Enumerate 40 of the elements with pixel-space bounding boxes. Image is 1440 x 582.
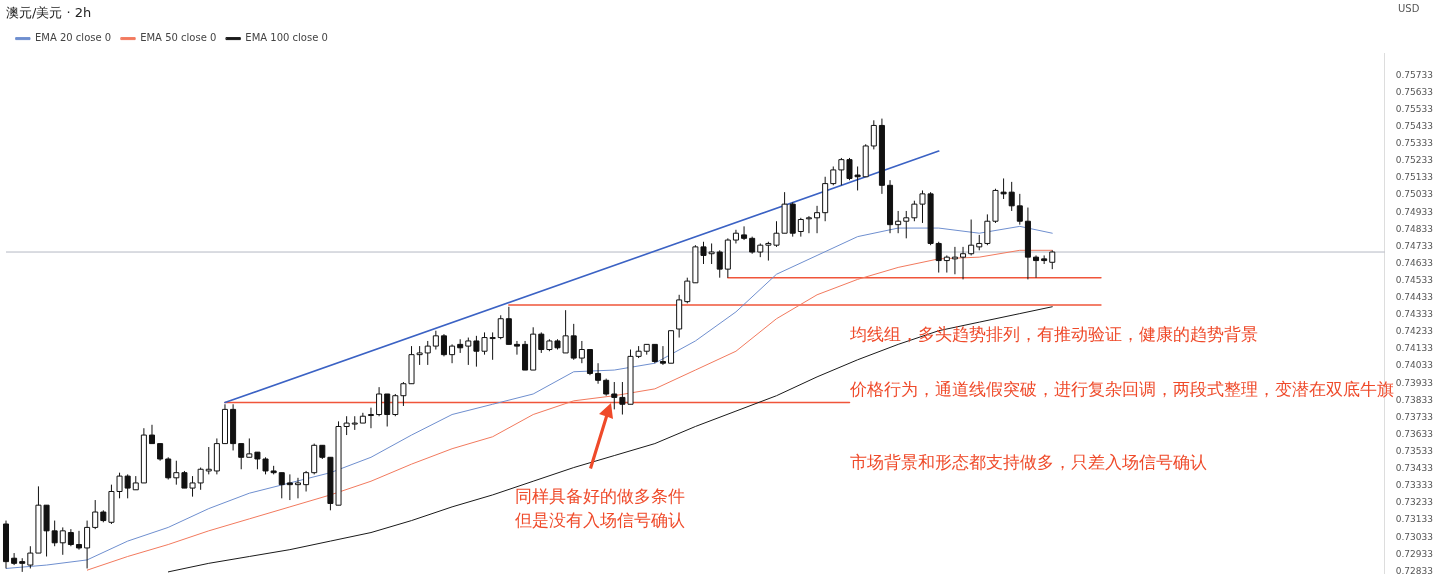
y-tick-label: 0.75533	[1395, 103, 1433, 114]
text: USD	[1398, 2, 1420, 16]
legend-label: EMA 100 close 0	[245, 32, 328, 44]
y-tick-label: 0.75733	[1395, 69, 1433, 80]
y-tick-label: 0.74433	[1395, 292, 1433, 303]
y-tick-label: 0.74333	[1395, 309, 1433, 320]
candlestick	[668, 330, 675, 364]
y-tick-label: 0.73233	[1395, 497, 1433, 508]
y-tick-label: 0.73033	[1395, 531, 1433, 542]
y-tick-label: 0.75133	[1395, 172, 1433, 183]
legend-label: EMA 20 close 0	[35, 32, 112, 44]
y-tick-label: 0.75333	[1395, 138, 1433, 149]
y-tick-label: 0.73633	[1395, 428, 1433, 439]
y-tick-label: 0.75033	[1395, 189, 1433, 200]
y-tick-label: 0.72833	[1395, 565, 1433, 576]
y-tick-label: 0.75433	[1395, 120, 1433, 131]
y-tick-label: 0.73833	[1395, 394, 1433, 405]
y-tick-label: 0.73733	[1395, 411, 1433, 422]
legend-label: EMA 50 close 0	[140, 32, 217, 44]
annotation: 但是没有入场信号确认	[514, 509, 686, 532]
y-tick-label: 0.74133	[1395, 343, 1433, 354]
chart-title: 澳元/美元 · 2h	[6, 5, 92, 21]
y-tick-label: 0.74833	[1395, 223, 1433, 234]
y-tick-label: 0.73433	[1395, 463, 1433, 474]
y-tick-label: 0.75633	[1395, 86, 1433, 97]
annotation: 价格行为，通道线假突破，进行复杂回调，两段式整理，变潜在双底牛旗	[850, 378, 1395, 401]
y-tick-label: 0.73133	[1395, 514, 1433, 525]
y-tick-label: 0.73333	[1395, 480, 1433, 491]
y-tick-label: 0.74733	[1395, 240, 1433, 251]
y-tick-label: 0.74233	[1395, 326, 1433, 337]
y-tick-label: 0.73533	[1395, 445, 1433, 456]
y-tick-label: 0.72933	[1395, 548, 1433, 559]
y-tick-label: 0.74533	[1395, 274, 1433, 285]
y-tick-label: 0.74933	[1395, 206, 1433, 217]
y-tick-label: 0.75233	[1395, 155, 1433, 166]
annotation: 同样具备好的做多条件	[514, 485, 686, 508]
y-tick-label: 0.74033	[1395, 360, 1433, 371]
y-tick-label: 0.74633	[1395, 257, 1433, 268]
annotation: 市场背景和形态都支持做多，只差入场信号确认	[850, 451, 1207, 474]
y-tick-label: 0.73933	[1395, 377, 1433, 388]
